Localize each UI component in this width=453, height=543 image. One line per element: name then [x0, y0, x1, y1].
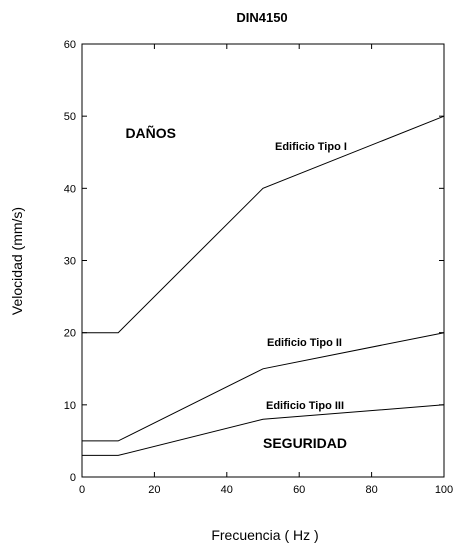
x-tick-label: 40 [221, 484, 233, 496]
x-tick-label: 100 [435, 484, 453, 496]
y-tick-label: 60 [64, 39, 76, 51]
series-line-2 [82, 332, 445, 442]
plot-frame [81, 43, 445, 478]
annotation-group: Edificio Tipo I Edificio Tipo II Edificio … [125, 124, 347, 451]
x-tick-label: 80 [365, 484, 377, 496]
y-tick-label: 20 [64, 328, 76, 340]
chart-title: DIN4150 [236, 10, 287, 25]
series-label-2: Edificio Tipo II [267, 337, 342, 349]
series-group [82, 115, 445, 456]
region-label-2: SEGURIDAD [263, 435, 347, 451]
series-line-1 [82, 115, 445, 334]
x-tick-label: 20 [148, 484, 160, 496]
x-tick-label: 0 [79, 484, 85, 496]
tick-group: 0 20 40 60 80 100 0 10 20 30 40 50 60 [64, 39, 453, 496]
series-line-3 [82, 404, 445, 456]
y-tick-label: 40 [64, 183, 76, 195]
x-tick-label: 60 [293, 484, 305, 496]
y-tick-label: 10 [64, 400, 76, 412]
y-tick-label: 0 [70, 472, 76, 484]
series-label-3: Edificio Tipo III [266, 400, 344, 412]
y-tick-label: 30 [64, 256, 76, 268]
y-tick-label: 50 [64, 111, 76, 123]
x-axis-label: Frecuencia ( Hz ) [211, 527, 318, 543]
series-label-1: Edificio Tipo I [275, 141, 347, 153]
y-axis-label: Velocidad (mm/s) [9, 207, 25, 315]
region-label-1: DAÑOS [125, 124, 176, 141]
